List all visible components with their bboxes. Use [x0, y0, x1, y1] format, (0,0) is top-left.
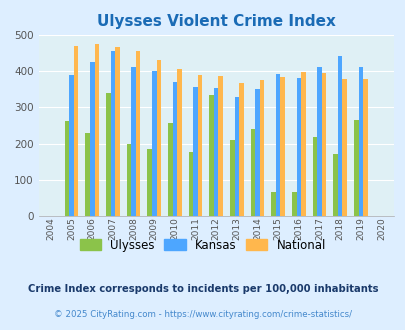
Bar	[239, 83, 243, 216]
Bar	[301, 72, 305, 216]
Bar	[333, 154, 337, 216]
Bar	[147, 149, 151, 216]
Bar	[106, 93, 111, 216]
Bar	[197, 75, 202, 216]
Bar	[213, 88, 218, 216]
Bar	[188, 151, 193, 216]
Bar	[234, 97, 239, 216]
Bar	[172, 82, 177, 216]
Bar	[151, 71, 156, 216]
Bar	[218, 76, 222, 216]
Bar	[168, 123, 172, 216]
Bar	[259, 80, 264, 216]
Bar	[85, 133, 90, 216]
Bar	[111, 51, 115, 216]
Bar	[115, 47, 119, 216]
Legend: Ulysses, Kansas, National: Ulysses, Kansas, National	[75, 234, 330, 256]
Bar	[255, 89, 259, 216]
Bar	[312, 137, 316, 216]
Bar	[94, 45, 99, 216]
Title: Ulysses Violent Crime Index: Ulysses Violent Crime Index	[96, 14, 335, 29]
Bar	[280, 77, 284, 216]
Bar	[296, 78, 301, 216]
Bar	[131, 67, 136, 216]
Bar	[316, 67, 321, 216]
Bar	[337, 56, 341, 216]
Bar	[69, 75, 74, 216]
Bar	[90, 62, 94, 216]
Bar	[136, 51, 140, 216]
Bar	[156, 60, 161, 216]
Bar	[275, 74, 280, 216]
Text: Crime Index corresponds to incidents per 100,000 inhabitants: Crime Index corresponds to incidents per…	[28, 284, 377, 294]
Bar	[321, 73, 326, 216]
Bar	[250, 129, 255, 216]
Bar	[65, 121, 69, 216]
Bar	[209, 94, 213, 216]
Bar	[271, 192, 275, 216]
Bar	[358, 67, 362, 216]
Bar	[341, 79, 346, 216]
Bar	[126, 144, 131, 216]
Text: © 2025 CityRating.com - https://www.cityrating.com/crime-statistics/: © 2025 CityRating.com - https://www.city…	[54, 311, 351, 319]
Bar	[177, 70, 181, 216]
Bar	[362, 79, 367, 216]
Bar	[74, 46, 78, 216]
Bar	[353, 120, 358, 216]
Bar	[230, 140, 234, 216]
Bar	[291, 192, 296, 216]
Bar	[193, 87, 197, 216]
